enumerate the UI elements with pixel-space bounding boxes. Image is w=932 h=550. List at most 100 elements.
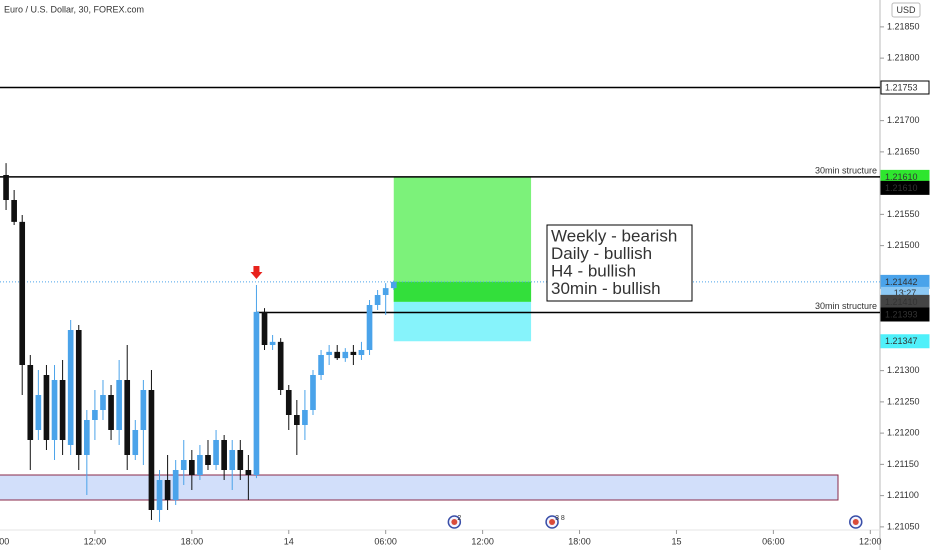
candle-body	[51, 380, 58, 440]
level-note: 30min structure	[815, 165, 877, 175]
candle-body	[374, 295, 381, 305]
candle-body	[285, 390, 292, 415]
x-tick-label: 06:00	[0, 536, 9, 546]
candle-body	[11, 200, 17, 222]
stop-label-box	[880, 334, 930, 349]
note-text: H4 - bullish	[551, 261, 636, 280]
candle-body	[59, 380, 66, 440]
candle-body	[19, 221, 26, 365]
y-tick-label: 1.21550	[887, 209, 920, 219]
chart-title: Euro / U.S. Dollar, 30, FOREX.com	[4, 4, 144, 14]
candle-body	[100, 395, 106, 410]
x-tick-label: 12:00	[471, 536, 494, 546]
x-tick-label: 06:00	[374, 536, 397, 546]
stop-label: 1.21347	[885, 336, 918, 346]
x-tick-label: 14	[284, 536, 294, 546]
y-tick-label: 1.21850	[887, 21, 920, 31]
stop-area	[393, 301, 532, 342]
level-label: 1.21393	[885, 309, 918, 319]
candle-body	[302, 410, 308, 425]
candle-body	[382, 288, 389, 295]
signal-arrow	[250, 266, 263, 279]
candle-body	[237, 450, 244, 470]
candle-body	[116, 380, 122, 430]
candle-body	[390, 281, 397, 289]
event-label: 2	[457, 515, 461, 522]
candle-body	[140, 390, 147, 430]
y-tick-label: 1.21800	[887, 53, 920, 63]
level-label-box	[880, 80, 930, 95]
candle-body	[342, 351, 349, 359]
candle-body	[229, 450, 236, 470]
x-tick-label: 15	[671, 536, 681, 546]
note-text: 30min - bullish	[551, 279, 661, 298]
candle-body	[67, 330, 74, 445]
last-price-label: 1.21442	[885, 277, 918, 287]
x-tick-label: 18:00	[568, 536, 591, 546]
candle-body	[27, 365, 34, 440]
candle-body	[164, 480, 171, 500]
candle-body	[253, 311, 260, 475]
candle-body	[366, 305, 373, 350]
candle-body	[197, 455, 203, 475]
candle-body	[124, 380, 131, 455]
open-profit	[393, 281, 532, 302]
level-note: 30min structure	[815, 301, 877, 311]
candle-body	[326, 351, 332, 355]
candle-body	[261, 311, 268, 345]
note-text: Weekly - bearish	[551, 226, 677, 245]
candle-body	[213, 440, 219, 465]
demand-zone	[0, 474, 839, 501]
currency-box[interactable]	[891, 2, 921, 18]
candle-body	[245, 470, 252, 475]
level-label-box	[880, 180, 930, 195]
level-label-box	[880, 307, 930, 322]
candle-body	[35, 395, 42, 430]
level-label: 1.21610	[885, 183, 918, 193]
candle-body	[132, 430, 139, 455]
candle-body	[205, 455, 211, 465]
candle-body	[75, 330, 82, 455]
event-icon-core	[852, 519, 859, 525]
entry-label: 1.21410	[885, 297, 918, 307]
candle-body	[43, 375, 50, 440]
currency: USD	[896, 5, 916, 15]
candle-body	[108, 395, 114, 430]
countdown: 13:27	[894, 288, 917, 298]
y-tick-label: 1.21650	[887, 146, 920, 156]
x-tick-label: 12:00	[859, 536, 882, 546]
target-label: 1.21610	[885, 172, 918, 182]
event-icon-core	[451, 519, 458, 525]
x-tick-label: 06:00	[762, 536, 785, 546]
y-tick-label: 1.21100	[887, 490, 919, 500]
event-icon-core	[549, 519, 556, 525]
candle-body	[221, 440, 227, 470]
y-tick-label: 1.21700	[887, 115, 920, 125]
candle-body	[148, 390, 155, 510]
x-tick-label: 18:00	[181, 536, 204, 546]
candle-body	[180, 460, 187, 470]
x-tick-label: 12:00	[84, 536, 107, 546]
candle-body	[172, 470, 179, 500]
candle-body	[277, 341, 284, 390]
note-box	[546, 224, 693, 302]
candle-body	[156, 480, 163, 510]
y-tick-label: 1.21250	[887, 396, 920, 406]
y-tick-label: 1.21200	[887, 428, 920, 438]
candle-body	[92, 410, 98, 420]
level-label: 1.21753	[885, 82, 918, 92]
candle-body	[189, 460, 195, 475]
y-tick-label: 1.21150	[887, 459, 919, 469]
target-area	[393, 176, 532, 302]
candle-body	[318, 355, 324, 375]
candle-body	[294, 415, 300, 425]
candle-body	[3, 175, 9, 200]
event-label: 3 8	[555, 515, 565, 522]
candle-body	[310, 375, 316, 410]
candle-body	[334, 351, 341, 359]
y-tick-label: 1.21300	[887, 365, 920, 375]
y-tick-label: 1.21050	[887, 521, 920, 531]
y-tick-label: 1.21500	[887, 240, 920, 250]
candle-body	[358, 350, 365, 355]
